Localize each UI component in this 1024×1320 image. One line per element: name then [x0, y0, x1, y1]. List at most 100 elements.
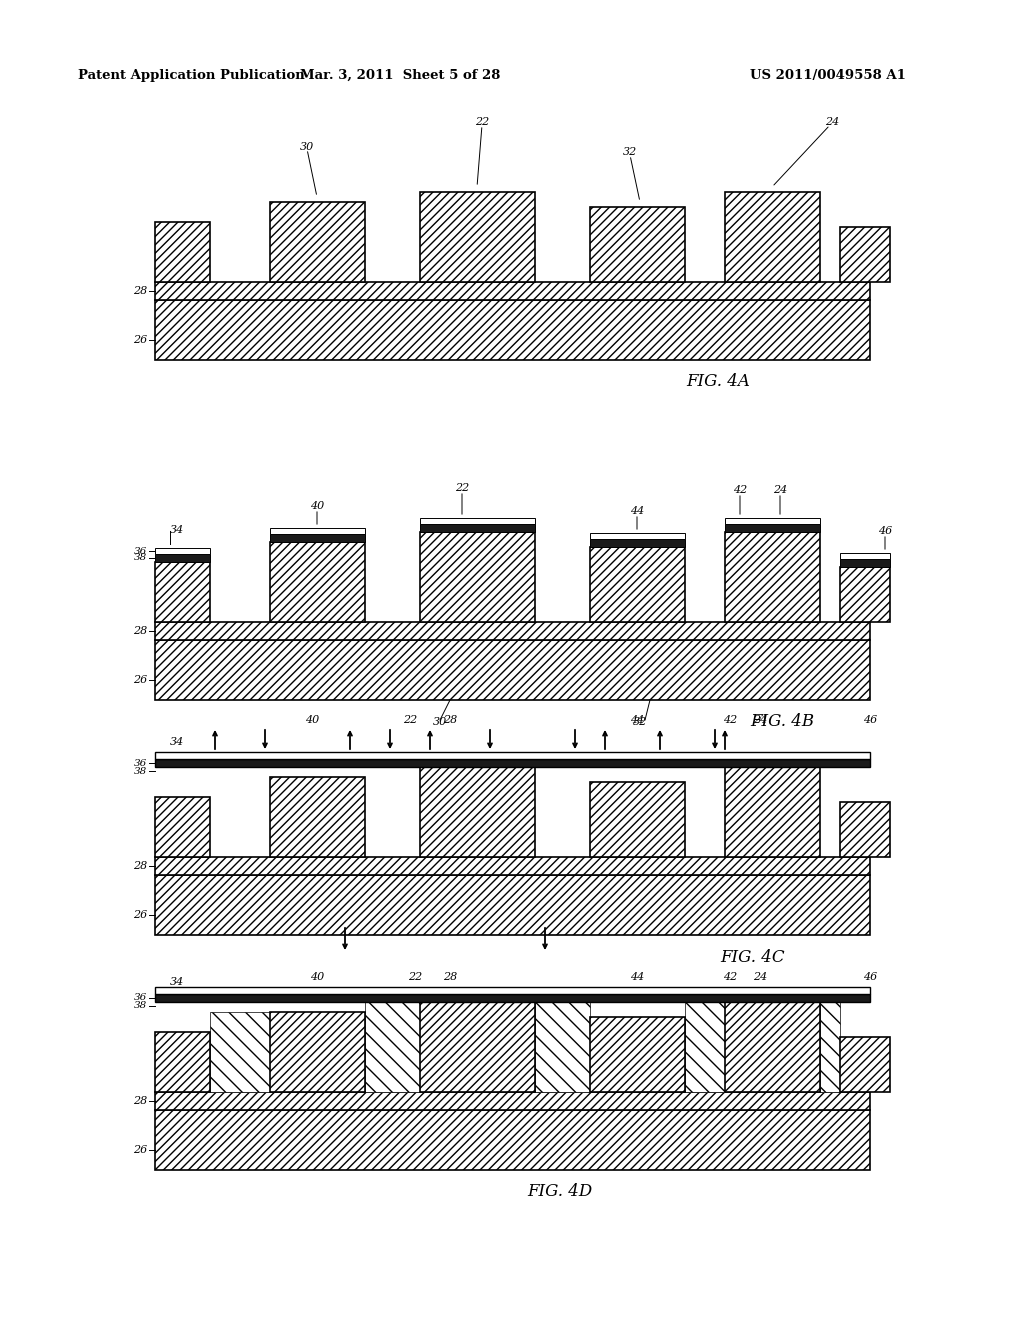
- Bar: [155, 994, 870, 1002]
- Text: FIG. 4D: FIG. 4D: [527, 1184, 593, 1200]
- Text: 24: 24: [773, 484, 787, 495]
- Bar: [365, 1002, 420, 1092]
- Text: 28: 28: [442, 715, 457, 725]
- Bar: [420, 532, 535, 622]
- Bar: [155, 1092, 870, 1110]
- Bar: [155, 554, 210, 562]
- Bar: [590, 1016, 685, 1092]
- Text: 26: 26: [133, 335, 147, 345]
- Bar: [155, 300, 870, 360]
- Text: 36: 36: [134, 759, 147, 767]
- Bar: [590, 546, 685, 622]
- Text: 44: 44: [630, 972, 644, 982]
- Text: 26: 26: [133, 1144, 147, 1155]
- Text: 34: 34: [170, 977, 184, 987]
- Bar: [420, 1002, 535, 1092]
- Text: 34: 34: [170, 737, 184, 747]
- Bar: [155, 1032, 210, 1092]
- Text: 24: 24: [753, 715, 767, 725]
- Bar: [725, 524, 820, 532]
- Text: 42: 42: [723, 715, 737, 725]
- Text: 28: 28: [133, 1096, 147, 1106]
- Bar: [725, 767, 820, 857]
- Bar: [270, 535, 365, 543]
- Bar: [155, 875, 870, 935]
- Text: 36: 36: [134, 546, 147, 556]
- Text: 26: 26: [133, 675, 147, 685]
- Text: 28: 28: [133, 626, 147, 636]
- Text: 28: 28: [442, 972, 457, 982]
- Bar: [270, 543, 365, 622]
- Text: 34: 34: [170, 525, 184, 535]
- Bar: [725, 532, 820, 622]
- Text: 44: 44: [630, 506, 644, 516]
- Text: 30: 30: [300, 143, 314, 152]
- Bar: [590, 207, 685, 282]
- Bar: [420, 767, 535, 857]
- Text: 24: 24: [753, 972, 767, 982]
- Text: 38: 38: [134, 553, 147, 562]
- Text: FIG. 4B: FIG. 4B: [750, 714, 814, 730]
- Text: 24: 24: [825, 117, 839, 127]
- Text: 22: 22: [402, 715, 417, 725]
- Bar: [725, 1002, 820, 1092]
- Bar: [420, 524, 535, 532]
- Text: 40: 40: [305, 715, 319, 725]
- Text: 40: 40: [310, 972, 325, 982]
- Text: 38: 38: [134, 767, 147, 776]
- Text: 42: 42: [733, 484, 748, 495]
- Bar: [840, 1038, 890, 1092]
- Bar: [155, 222, 210, 282]
- Bar: [270, 777, 365, 857]
- Text: 26: 26: [133, 909, 147, 920]
- Text: 38: 38: [134, 1002, 147, 1011]
- Text: 22: 22: [408, 972, 422, 982]
- Bar: [155, 987, 870, 994]
- Bar: [535, 1002, 590, 1092]
- Bar: [155, 857, 870, 875]
- Text: 22: 22: [455, 483, 469, 492]
- Text: FIG. 4A: FIG. 4A: [686, 374, 750, 391]
- Bar: [155, 282, 870, 300]
- Bar: [840, 553, 890, 558]
- Bar: [590, 533, 685, 539]
- Bar: [155, 797, 210, 857]
- Text: Mar. 3, 2011  Sheet 5 of 28: Mar. 3, 2011 Sheet 5 of 28: [300, 69, 500, 82]
- Bar: [840, 558, 890, 568]
- Bar: [685, 1002, 725, 1092]
- Text: 46: 46: [878, 525, 892, 536]
- Text: Patent Application Publication: Patent Application Publication: [78, 69, 305, 82]
- Text: 28: 28: [133, 861, 147, 871]
- Bar: [270, 1012, 365, 1092]
- Bar: [270, 528, 365, 535]
- Bar: [155, 548, 210, 554]
- Bar: [420, 191, 535, 282]
- Text: 32: 32: [633, 717, 647, 727]
- Bar: [590, 781, 685, 857]
- Bar: [590, 539, 685, 546]
- Text: FIG. 4C: FIG. 4C: [720, 949, 784, 965]
- Text: 44: 44: [630, 715, 644, 725]
- Text: 40: 40: [310, 502, 325, 511]
- Bar: [155, 640, 870, 700]
- Text: 22: 22: [475, 117, 489, 127]
- Bar: [820, 1002, 840, 1092]
- Text: 46: 46: [863, 715, 878, 725]
- Bar: [210, 1012, 270, 1092]
- Text: 32: 32: [623, 147, 637, 157]
- Text: 30: 30: [433, 717, 447, 727]
- Bar: [840, 803, 890, 857]
- Bar: [155, 759, 870, 767]
- Text: 46: 46: [863, 972, 878, 982]
- Text: 36: 36: [134, 994, 147, 1002]
- Bar: [420, 517, 535, 524]
- Text: 28: 28: [133, 286, 147, 296]
- Bar: [155, 1110, 870, 1170]
- Bar: [840, 568, 890, 622]
- Bar: [270, 202, 365, 282]
- Bar: [155, 622, 870, 640]
- Bar: [155, 562, 210, 622]
- Bar: [155, 752, 870, 759]
- Bar: [840, 227, 890, 282]
- Bar: [725, 191, 820, 282]
